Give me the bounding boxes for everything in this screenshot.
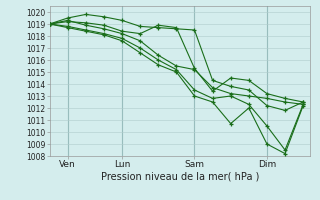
- X-axis label: Pression niveau de la mer( hPa ): Pression niveau de la mer( hPa ): [101, 172, 259, 182]
